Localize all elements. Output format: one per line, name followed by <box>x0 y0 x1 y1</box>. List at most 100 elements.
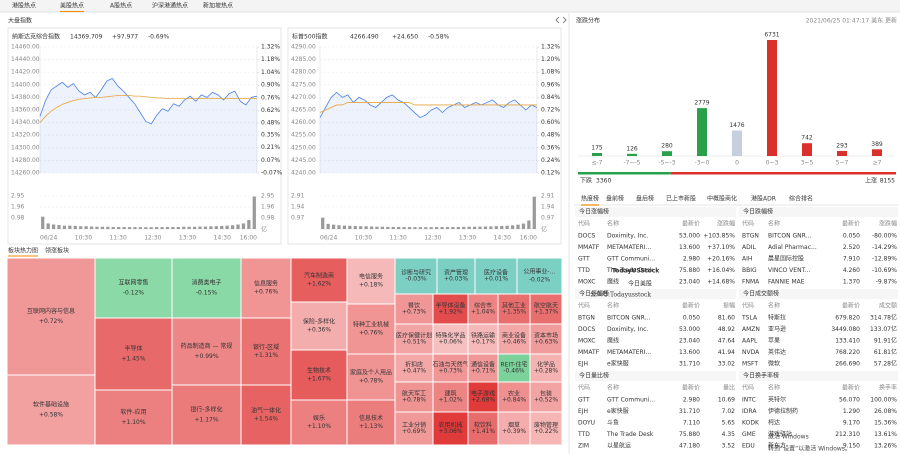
bar-value: 280 <box>661 143 673 150</box>
top-tab[interactable]: 沪深港通热点 <box>152 2 188 10</box>
x-tick-label: 3~5 <box>801 160 814 167</box>
treemap-tile <box>290 257 348 303</box>
ranking-tab[interactable]: 热度榜 <box>581 195 599 203</box>
time-label: 10:30 <box>75 235 92 242</box>
tile-name: 综合市 <box>474 301 492 309</box>
down-ratio-bar <box>578 172 671 175</box>
tile-change: +1.10% <box>121 419 145 426</box>
y-tick-label: 14280.00 <box>11 157 40 164</box>
volume-bar <box>133 227 137 229</box>
volume-tick-label: 0.97 <box>291 215 305 222</box>
tile-name: 半导体设备 <box>435 301 465 309</box>
treemap-tile <box>432 353 469 383</box>
table-cell: MOXC <box>578 279 595 286</box>
volume-bar <box>402 227 406 229</box>
treemap-tile <box>529 411 563 446</box>
volume-tick-label: 2.91 <box>541 193 555 200</box>
top-tab[interactable]: A股热点 <box>110 2 132 10</box>
index-panel <box>7 27 282 245</box>
volume-bar <box>527 220 531 229</box>
tile-change: -0.15% <box>196 289 218 296</box>
tile-name: 废物管理 <box>534 421 558 429</box>
table-cell: EDU <box>742 443 755 450</box>
volume-bar <box>386 226 390 229</box>
volume-bar <box>198 226 202 229</box>
tile-name: 资本市场 <box>534 331 558 339</box>
tile-name: 包装 <box>540 389 552 397</box>
tile-name: 汽车制造商 <box>304 272 334 280</box>
tile-name: 石油与天然气 <box>432 360 468 368</box>
index-price: 4266.490 <box>350 34 379 41</box>
tile-change: +1.62% <box>307 280 331 287</box>
tile-change: -0.03% <box>405 276 427 283</box>
y-tick-label: 14320.00 <box>11 132 40 139</box>
tile-name: 软件基础设施 <box>33 401 69 409</box>
treemap-tile <box>290 301 348 351</box>
ranking-tab[interactable]: 盘前榜 <box>606 195 624 203</box>
ranking-tab[interactable]: 港股ADR <box>751 195 776 203</box>
table-cell: 7.910 <box>843 256 860 263</box>
table-cell: 苹果 <box>768 337 780 345</box>
table-cell: MMATF <box>578 349 600 356</box>
table-cell: 9.150 <box>843 443 860 450</box>
tile-name: 商业设备 <box>502 331 526 339</box>
volume-bar <box>209 226 213 229</box>
volume-bar <box>445 227 450 229</box>
tile-change: +0.01% <box>484 276 508 283</box>
tile-change: +1.10% <box>307 423 331 430</box>
table-cell: -9.87% <box>876 279 898 286</box>
table-cell: METAMATERI... <box>607 349 651 356</box>
table-title: 今日量比榜 <box>579 372 609 380</box>
table-cell: 26.08% <box>874 408 897 415</box>
table-cell: BTGN <box>742 233 759 240</box>
treemap-tile <box>529 323 563 355</box>
treemap-tile <box>467 293 499 325</box>
volume-bar <box>462 226 466 229</box>
tile-name: 消费类电子 <box>191 279 221 287</box>
tile-change: +0.18% <box>359 281 383 288</box>
table-column-header: 最新价 <box>842 384 860 392</box>
table-cell: +20.16% <box>707 256 735 263</box>
y2-tick-label: 0.96% <box>541 81 560 88</box>
table-cell: e家快服 <box>607 407 629 415</box>
next-arrow[interactable] <box>562 16 567 24</box>
treemap-tile <box>497 353 531 383</box>
top-tab[interactable]: 美股热点 <box>60 2 84 10</box>
treemap-tile <box>436 257 476 295</box>
volume-bar <box>106 226 110 229</box>
sector-tab[interactable]: 板块热力图 <box>8 247 38 255</box>
volume-bar <box>144 227 148 229</box>
bar <box>802 143 812 156</box>
up-ratio-bar <box>670 172 896 175</box>
top-tab[interactable]: 港股热点 <box>12 2 36 10</box>
ranking-tab[interactable]: 盘后榜 <box>636 195 654 203</box>
table-column-header: 名称 <box>607 302 619 310</box>
volume-bar <box>95 226 99 229</box>
treemap-tile <box>394 323 434 355</box>
treemap-tile <box>432 411 469 446</box>
ranking-tab[interactable]: 已上市新股 <box>666 195 696 203</box>
watermark: TodayUSStock <box>612 268 660 275</box>
time-label: 14:30 <box>214 235 231 242</box>
ranking-tab[interactable]: 中概股商化 <box>707 195 737 203</box>
tile-change: +0.58% <box>39 411 63 418</box>
sector-tab[interactable]: 领涨板块 <box>45 247 69 255</box>
tile-name: 特种工业机械 <box>353 321 389 329</box>
volume-bar <box>456 226 460 229</box>
tile-change: +0.17% <box>471 339 495 346</box>
top-tab[interactable]: 新加坡热点 <box>203 2 233 10</box>
table-column-header: 最新价 <box>682 384 700 392</box>
treemap-tile <box>240 257 292 319</box>
bar <box>627 153 637 156</box>
prev-arrow[interactable] <box>555 16 560 24</box>
y2-tick-label: -0.07% <box>261 170 283 177</box>
table-cell: TTD <box>577 431 590 438</box>
ranking-tab[interactable]: 综合排名 <box>789 195 813 203</box>
volume-tick-label: 0.98 <box>261 215 275 222</box>
price-line <box>39 78 258 125</box>
treemap-tile <box>529 353 563 383</box>
table-column-header: 量比 <box>723 384 735 392</box>
y2-tick-label: 0.12% <box>541 170 560 177</box>
volume-unit: 亿 <box>261 226 267 234</box>
bar <box>732 130 742 156</box>
